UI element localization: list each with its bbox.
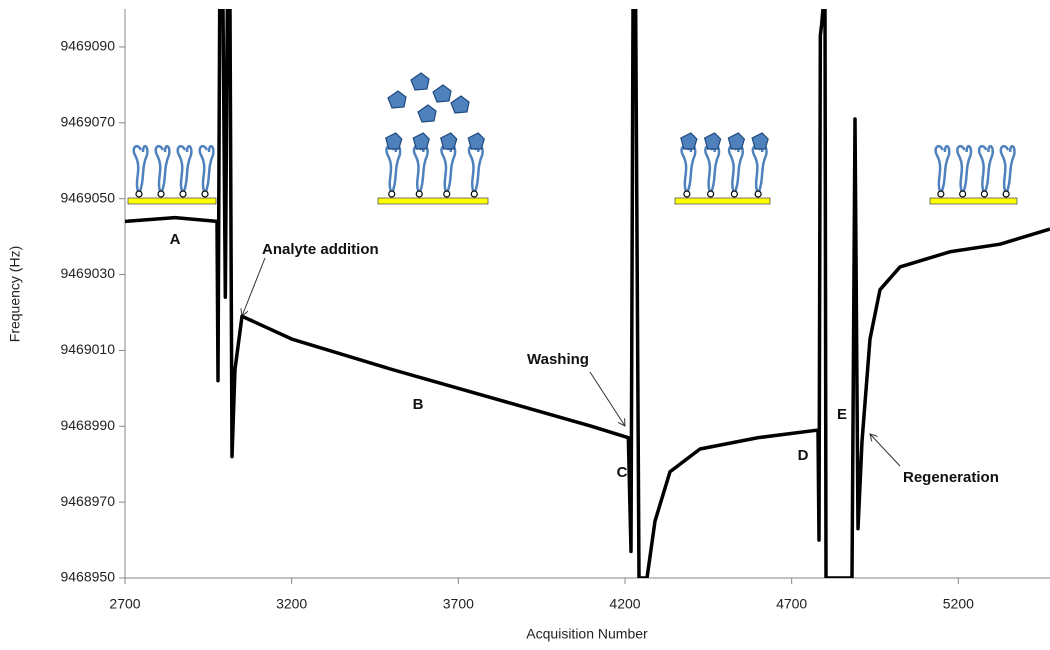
linker xyxy=(444,191,450,197)
analyte xyxy=(388,91,406,108)
linker xyxy=(416,191,422,197)
y-tick-label: 9469070 xyxy=(60,114,115,130)
y-axis-title: Frequency (Hz) xyxy=(7,246,23,342)
linker xyxy=(1003,191,1009,197)
antibody xyxy=(1001,146,1015,194)
antibody xyxy=(936,146,950,194)
antibody xyxy=(682,146,696,194)
y-tick-label: 9468990 xyxy=(60,417,115,433)
linker xyxy=(684,191,690,197)
antibody xyxy=(705,146,719,194)
x-tick-label: 4700 xyxy=(776,596,807,612)
x-tick-label: 5200 xyxy=(943,596,974,612)
analyte xyxy=(386,133,402,149)
antibody xyxy=(441,146,455,194)
analyte xyxy=(705,133,721,149)
y-tick-label: 9469090 xyxy=(60,38,115,54)
surface xyxy=(128,198,216,204)
antibody xyxy=(469,146,483,194)
y-tick-label: 9469030 xyxy=(60,265,115,281)
analyte xyxy=(752,133,768,149)
surface xyxy=(930,198,1017,204)
annotation: E xyxy=(837,406,847,423)
linker xyxy=(158,191,164,197)
surface xyxy=(378,198,488,204)
x-tick-label: 3200 xyxy=(276,596,307,612)
analyte xyxy=(411,73,429,90)
antibody xyxy=(178,146,192,194)
arrow xyxy=(242,258,265,316)
linker xyxy=(389,191,395,197)
analyte xyxy=(433,85,451,102)
antibody xyxy=(414,146,428,194)
antibody xyxy=(957,146,971,194)
annotation: A xyxy=(170,231,181,248)
linker xyxy=(136,191,142,197)
annotation: Analyte addition xyxy=(262,241,379,258)
annotation: Regeneration xyxy=(903,469,999,486)
linker xyxy=(708,191,714,197)
analyte xyxy=(681,133,697,149)
linker xyxy=(755,191,761,197)
analyte xyxy=(418,105,436,122)
illustrations xyxy=(128,73,1017,204)
analyte xyxy=(468,133,484,149)
linker xyxy=(731,191,737,197)
antibody xyxy=(979,146,993,194)
antibody xyxy=(386,146,400,194)
arrow xyxy=(870,434,900,466)
surface xyxy=(675,198,770,204)
annotation: D xyxy=(798,447,809,464)
antibody xyxy=(200,146,214,194)
linker xyxy=(981,191,987,197)
annotation: C xyxy=(617,464,628,481)
y-tick-label: 9469050 xyxy=(60,189,115,205)
linker xyxy=(471,191,477,197)
analyte xyxy=(413,133,429,149)
annotation: Washing xyxy=(527,351,589,368)
analyte xyxy=(728,133,744,149)
y-tick-label: 9468970 xyxy=(60,493,115,509)
antibody xyxy=(753,146,767,194)
analyte xyxy=(451,96,469,113)
x-tick-label: 3700 xyxy=(443,596,474,612)
y-tick-label: 9468950 xyxy=(60,569,115,585)
linker xyxy=(938,191,944,197)
chart: Frequency (Hz) Acquisition Number 946895… xyxy=(0,0,1050,650)
antibody xyxy=(156,146,170,194)
linker xyxy=(180,191,186,197)
analyte xyxy=(441,133,457,149)
x-axis-title: Acquisition Number xyxy=(526,626,648,642)
antibody xyxy=(134,146,148,194)
linker xyxy=(960,191,966,197)
x-tick-label: 4200 xyxy=(609,596,640,612)
annotation: B xyxy=(413,396,424,413)
antibody xyxy=(729,146,743,194)
x-tick-label: 2700 xyxy=(109,596,140,612)
y-tick-label: 9469010 xyxy=(60,341,115,357)
linker xyxy=(202,191,208,197)
data-line xyxy=(125,9,1050,578)
arrow xyxy=(590,372,625,426)
